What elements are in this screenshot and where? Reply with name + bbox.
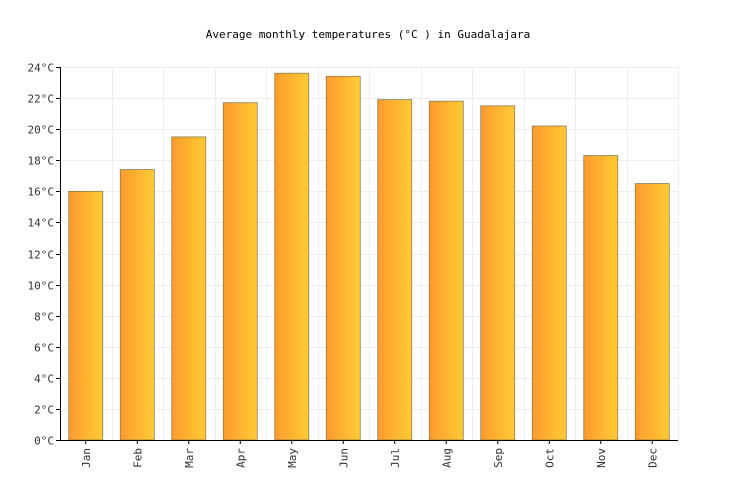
- y-tick-label: 0°C: [34, 435, 54, 448]
- bar-mar: [171, 136, 207, 441]
- label-layer: 0°C 2°C 4°C 6°C 8°C 10°C 12°C 14°C 16°C 18°C 20°C 2…: [28, 62, 660, 468]
- y-tick-label: 6°C: [34, 342, 54, 355]
- y-tick-label: 4°C: [34, 373, 54, 386]
- bar-oct: [531, 125, 567, 441]
- bar-feb: [119, 169, 155, 441]
- y-tick-label: 20°C: [28, 124, 55, 137]
- y-tick-label: 16°C: [28, 186, 55, 199]
- y-tick-label: 22°C: [28, 93, 55, 106]
- y-tick-label: 2°C: [34, 404, 54, 417]
- x-tick-label: Nov: [595, 448, 608, 468]
- bar-may: [274, 72, 310, 441]
- bar-nov: [583, 155, 619, 441]
- chart-title: Average monthly temperatures (°C ) in Gu…: [206, 28, 531, 41]
- y-tick-label: 18°C: [28, 155, 55, 168]
- x-tick-label: Dec: [646, 448, 659, 468]
- bar-dec: [634, 183, 670, 441]
- grid-layer: [60, 67, 679, 440]
- x-tick-label: May: [286, 448, 299, 468]
- bar-jun: [325, 75, 361, 441]
- x-tick-label: Apr: [234, 448, 247, 468]
- y-tick-label: 10°C: [28, 280, 55, 293]
- y-tick-label: 24°C: [28, 62, 55, 75]
- x-tick-label: Jul: [389, 448, 402, 468]
- x-tick-label: Aug: [440, 448, 453, 468]
- x-tick-label: Sep: [492, 448, 505, 468]
- x-tick-label: Jan: [80, 448, 93, 468]
- x-tick-label: Jun: [337, 448, 350, 468]
- y-tick-label: 8°C: [34, 311, 54, 324]
- axis-layer: [56, 67, 678, 444]
- bar-aug: [428, 100, 464, 441]
- bar-apr: [222, 102, 258, 441]
- bar-sep: [480, 105, 516, 441]
- bar-layer: [68, 72, 670, 441]
- bar-jul: [377, 99, 413, 441]
- y-tick-label: 14°C: [28, 217, 55, 230]
- bar-jan: [68, 190, 104, 441]
- x-tick-label: Oct: [543, 448, 556, 468]
- y-tick-label: 12°C: [28, 249, 55, 262]
- x-tick-label: Mar: [183, 448, 196, 468]
- x-tick-label: Feb: [131, 448, 144, 468]
